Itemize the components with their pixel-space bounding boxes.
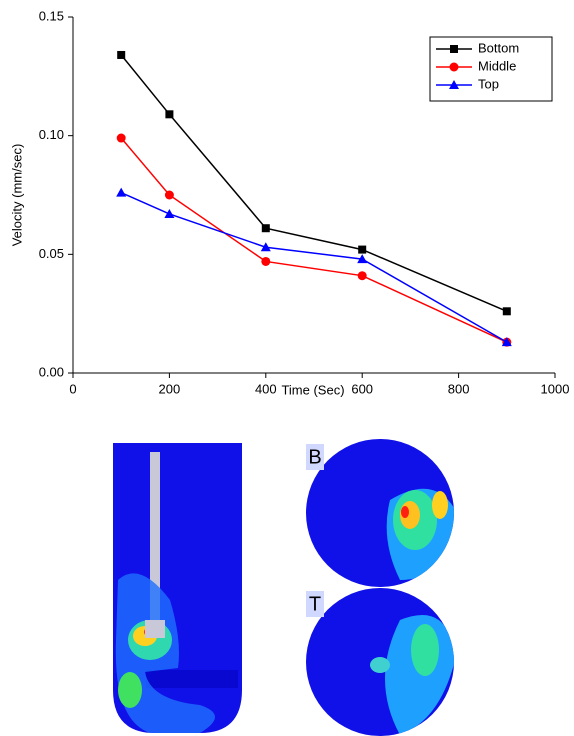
legend-label: Middle [478, 58, 516, 73]
label-box [306, 591, 324, 617]
x-tick-label: 400 [255, 381, 277, 396]
legend-label: Bottom [478, 40, 519, 55]
y-tick-label: 0.00 [39, 364, 64, 379]
marker [502, 307, 511, 316]
x-tick-label: 600 [351, 381, 373, 396]
marker [261, 256, 271, 266]
marker [117, 50, 126, 59]
x-tick-label: 1000 [541, 381, 570, 396]
marker [450, 45, 458, 53]
marker [358, 245, 367, 254]
marker [116, 187, 127, 197]
x-axis-label: Time (Sec) [281, 382, 344, 397]
label-box [306, 444, 324, 470]
x-tick-label: 200 [159, 381, 181, 396]
marker [261, 224, 270, 233]
panel-label: B [308, 446, 321, 468]
marker [116, 133, 126, 143]
y-tick-label: 0.05 [39, 246, 64, 261]
marker [164, 208, 175, 218]
marker [357, 271, 367, 281]
panel-label: T [309, 593, 321, 615]
marker [165, 110, 174, 119]
legend-label: Top [478, 76, 499, 91]
marker [164, 190, 174, 200]
y-tick-label: 0.15 [39, 8, 64, 23]
contour-side [113, 443, 242, 733]
x-tick-label: 0 [69, 381, 76, 396]
y-tick-label: 0.10 [39, 127, 64, 142]
marker [501, 337, 512, 347]
series-line [120, 137, 508, 343]
marker [449, 62, 459, 72]
marker [260, 242, 271, 252]
x-tick-label: 800 [448, 381, 470, 396]
contour-top [306, 588, 454, 736]
series-line [120, 191, 508, 343]
marker [449, 80, 459, 89]
y-axis-label: Velocity (mm/sec) [9, 144, 24, 247]
marker [357, 254, 368, 264]
